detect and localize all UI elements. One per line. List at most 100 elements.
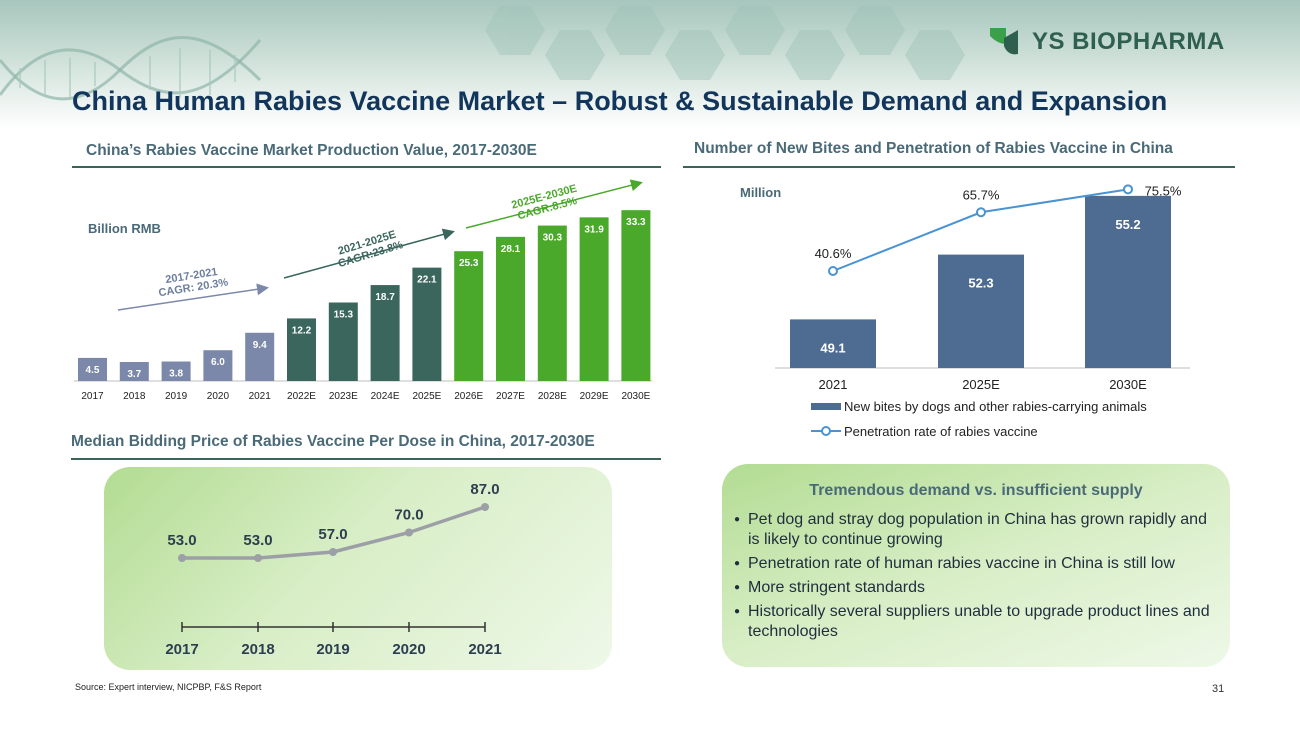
price-value-label: 53.0	[243, 532, 272, 549]
x-tick-label: 2030E	[1109, 377, 1147, 392]
price-chart-title: Median Bidding Price of Rabies Vaccine P…	[71, 433, 595, 450]
bar-value-label: 4.5	[86, 365, 100, 376]
bar-value-label: 31.9	[584, 224, 604, 235]
legend-line-marker	[821, 426, 831, 436]
penetration-point	[1123, 184, 1133, 195]
supply-bullet-item: Pet dog and stray dog population in Chin…	[734, 510, 1222, 550]
bites-unit-label: Million	[740, 185, 782, 200]
bar	[78, 357, 107, 381]
page-number: 31	[1212, 683, 1225, 695]
bar	[621, 210, 651, 381]
price-value-label: 70.0	[394, 507, 423, 524]
x-tick-label: 2019	[165, 391, 188, 402]
bar-value-label: 9.4	[253, 340, 267, 351]
supply-bullet-list: Pet dog and stray dog population in Chin…	[734, 510, 1222, 646]
price-point	[405, 528, 413, 537]
x-tick-label: 2026E	[454, 391, 483, 402]
bar-value-label: 25.3	[459, 258, 479, 269]
cagr-annotation: 2025E-2030ECAGR:8.5%	[510, 183, 581, 224]
bites-chart-title: Number of New Bites and Penetration of R…	[694, 140, 1173, 157]
bites-title-rule	[683, 166, 1235, 168]
x-tick-label: 2023E	[329, 391, 358, 402]
dna-helix-banner-art	[0, 5, 965, 101]
bar	[579, 217, 609, 381]
market-chart-title: China’s Rabies Vaccine Market Production…	[86, 142, 537, 159]
bar	[1085, 195, 1171, 368]
bar-value-label: 3.8	[169, 369, 183, 380]
supply-demand-panel: Tremendous demand vs. insufficient suppl…	[722, 464, 1230, 667]
x-tick-label: 2020	[392, 641, 425, 658]
x-tick-label: 2021	[819, 377, 848, 392]
price-point	[481, 503, 489, 511]
ys-leaf-icon	[990, 28, 1018, 55]
price-point	[178, 554, 186, 562]
bar-value-label: 12.2	[292, 325, 312, 336]
market-value-bar-chart: 4.5 2017 3.7 2018 3.8 2019 6.0 2020 9.4 2021 12.2 2…	[74, 179, 652, 402]
market-title-rule	[72, 166, 661, 168]
x-tick-label: 2022E	[287, 391, 316, 402]
x-tick-label: 2024E	[371, 391, 400, 402]
price-point	[329, 548, 337, 556]
penetration-point	[828, 266, 838, 276]
price-value-label: 53.0	[167, 532, 196, 549]
price-chart-panel	[104, 467, 612, 670]
x-tick-label: 2025E	[962, 377, 1000, 392]
bar-value-label: 49.1	[820, 340, 845, 355]
bar	[412, 267, 442, 381]
penetration-label: 65.7%	[963, 187, 1000, 202]
bar	[245, 332, 275, 381]
bites-penetration-combo-chart: 49.1 2021 52.3 2025E 55.2 2030E 40.6% 65.7% 75.5…	[775, 183, 1190, 439]
source-note: Source: Expert interview, NICPBP, F&S Re…	[75, 682, 262, 692]
bar	[454, 251, 484, 381]
page-title: China Human Rabies Vaccine Market – Robu…	[72, 86, 1168, 116]
bar-value-label: 30.3	[543, 233, 563, 244]
cagr-annotation: 2021-2025ECAGR:23.8%	[333, 228, 405, 271]
price-value-label: 87.0	[470, 481, 499, 498]
x-tick-label: 2018	[123, 391, 146, 402]
cagr-annotation: 2017-2021CAGR: 20.3%	[156, 265, 229, 300]
bar	[790, 319, 876, 368]
bar-value-label: 6.0	[211, 357, 225, 368]
bar	[161, 361, 191, 381]
price-point	[254, 554, 262, 562]
legend-bar-swatch	[811, 403, 841, 410]
cagr-arrow	[117, 283, 269, 311]
bar	[938, 254, 1024, 368]
x-tick-label: 2021	[249, 391, 272, 402]
x-tick-label: 2019	[316, 641, 349, 658]
x-tick-label: 2017	[165, 641, 198, 658]
company-logo: YS BIOPHARMA	[986, 24, 1225, 60]
bar-value-label: 18.7	[375, 292, 395, 303]
supply-panel-title: Tremendous demand vs. insufficient suppl…	[809, 482, 1143, 499]
bar	[537, 225, 567, 381]
brand-name: YS BIOPHARMA	[1032, 28, 1225, 55]
price-title-rule	[71, 458, 661, 460]
bar	[370, 285, 400, 381]
bar-value-label: 28.1	[501, 244, 521, 255]
price-value-label: 57.0	[318, 526, 347, 543]
x-tick-label: 2028E	[538, 391, 567, 402]
bar	[119, 362, 149, 381]
bar-value-label: 15.3	[334, 310, 354, 321]
bar-value-label: 52.3	[968, 276, 993, 291]
bar-value-label: 22.1	[417, 275, 437, 286]
bar-value-label: 33.3	[626, 217, 646, 228]
penetration-label: 40.6%	[815, 246, 852, 261]
supply-bullet-item: Historically several suppliers unable to…	[734, 602, 1222, 642]
x-tick-label: 2018	[241, 641, 274, 658]
bar-value-label: 55.2	[1115, 217, 1140, 232]
x-tick-label: 2025E	[412, 391, 441, 402]
cagr-arrow	[283, 228, 455, 279]
x-tick-label: 2029E	[580, 391, 609, 402]
penetration-point	[976, 207, 986, 218]
bar-value-label: 3.7	[127, 369, 141, 380]
x-tick-label: 2017	[81, 391, 104, 402]
bar	[328, 302, 358, 381]
x-tick-label: 2021	[468, 641, 501, 658]
x-tick-label: 2020	[207, 391, 230, 402]
legend-label: New bites by dogs and other rabies-carry…	[844, 399, 1147, 414]
bar	[496, 236, 525, 381]
x-tick-label: 2030E	[621, 391, 650, 402]
bar	[203, 350, 233, 381]
supply-bullet-item: Penetration rate of human rabies vaccine…	[734, 554, 1222, 574]
